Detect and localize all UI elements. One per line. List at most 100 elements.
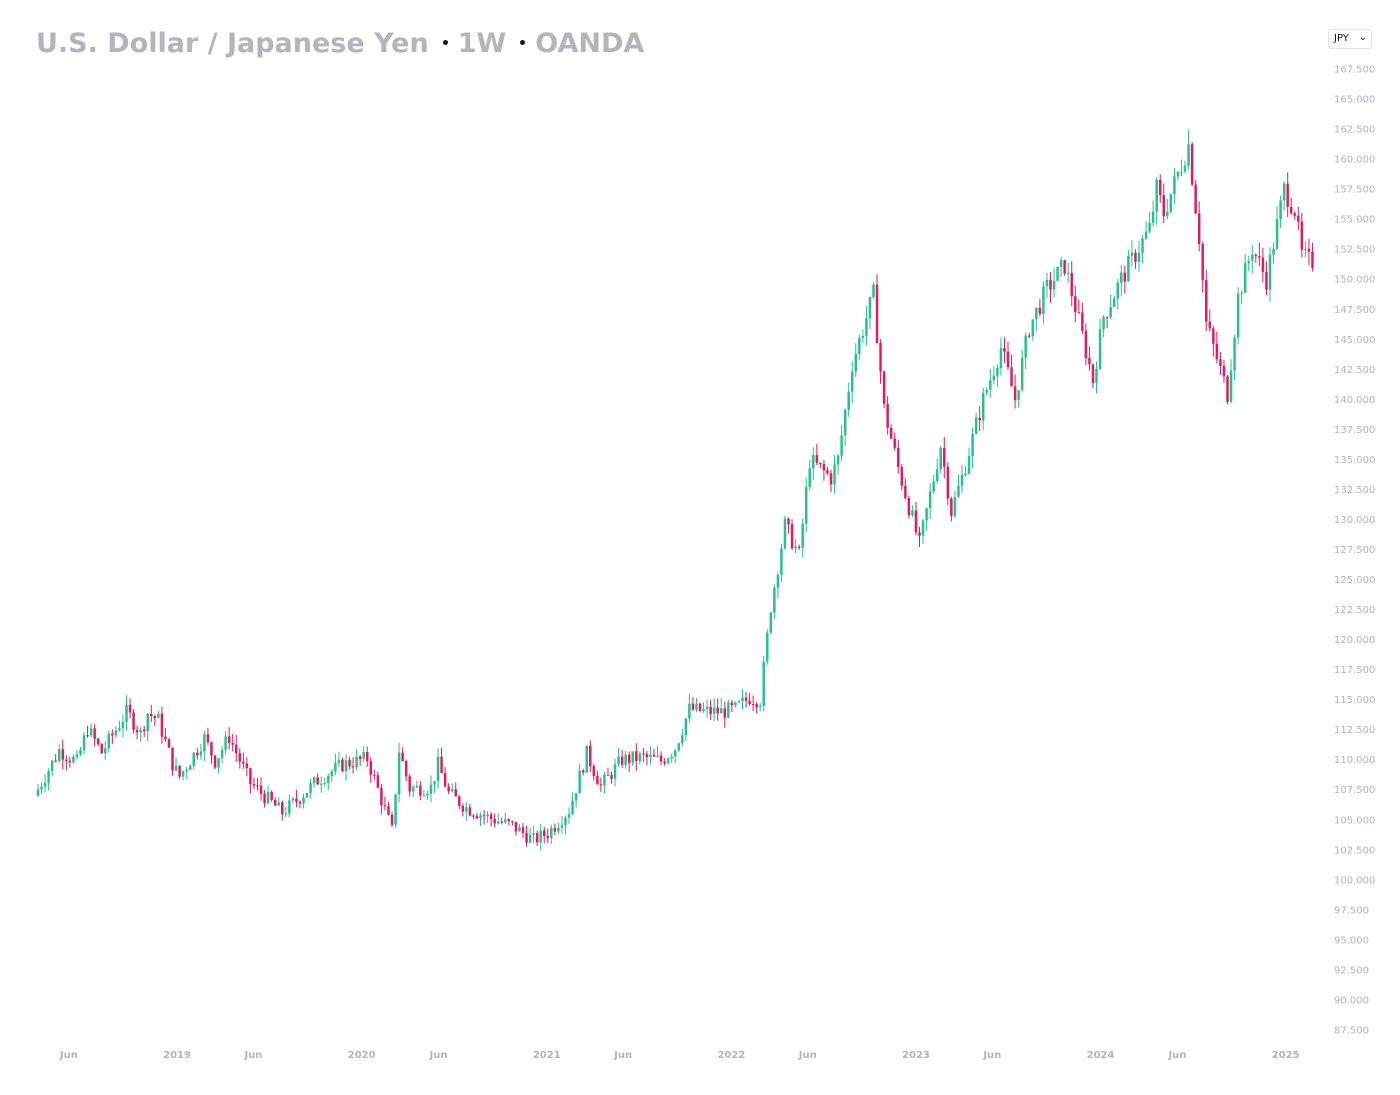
candle bbox=[960, 464, 964, 494]
candle bbox=[1233, 334, 1236, 381]
candle bbox=[185, 766, 188, 780]
candle-body bbox=[486, 814, 489, 817]
candle bbox=[596, 771, 599, 785]
candle bbox=[135, 725, 139, 740]
candle-body bbox=[1282, 183, 1286, 201]
candle-body bbox=[953, 496, 957, 516]
candle bbox=[450, 783, 454, 793]
candle-body bbox=[72, 756, 75, 763]
candle bbox=[150, 704, 153, 723]
candle bbox=[1265, 261, 1268, 296]
candle-body bbox=[178, 765, 181, 777]
candle-body bbox=[766, 632, 769, 662]
candle bbox=[868, 296, 872, 330]
candle-body bbox=[511, 821, 514, 823]
candle-body bbox=[54, 760, 57, 762]
candle bbox=[319, 776, 323, 793]
candle bbox=[769, 611, 773, 635]
candle-body bbox=[327, 775, 330, 784]
candle bbox=[65, 755, 68, 771]
candle bbox=[203, 730, 206, 761]
candle bbox=[985, 386, 989, 396]
candle bbox=[344, 754, 348, 781]
candle bbox=[1176, 171, 1180, 181]
candle-body bbox=[546, 836, 550, 838]
candle bbox=[514, 821, 518, 836]
candle-body bbox=[181, 771, 185, 777]
candle-body bbox=[1017, 390, 1020, 401]
candle bbox=[677, 742, 681, 752]
candle bbox=[390, 811, 394, 828]
candle bbox=[1091, 363, 1095, 389]
candle-body bbox=[89, 728, 93, 736]
candle-body bbox=[606, 774, 610, 776]
candle bbox=[1063, 259, 1066, 276]
candle bbox=[36, 783, 40, 797]
candle-body bbox=[957, 485, 960, 497]
candle bbox=[231, 733, 234, 752]
candle-body bbox=[649, 754, 652, 758]
candle bbox=[971, 427, 974, 468]
candle-body bbox=[312, 777, 316, 784]
candle-body bbox=[790, 524, 794, 549]
candle-body bbox=[153, 715, 157, 719]
candle-body bbox=[249, 768, 252, 784]
candle-body bbox=[677, 743, 681, 751]
candle-body bbox=[702, 708, 705, 711]
candle-body bbox=[840, 435, 843, 456]
candle bbox=[897, 439, 900, 474]
candle bbox=[709, 700, 712, 720]
candle bbox=[401, 747, 404, 762]
candle bbox=[737, 699, 741, 704]
price-tick-label: 92.500 bbox=[1334, 965, 1369, 976]
candle bbox=[79, 746, 82, 756]
candle bbox=[171, 747, 174, 776]
price-tick-label: 115.000 bbox=[1334, 695, 1375, 706]
price-tick-label: 132.500 bbox=[1334, 485, 1375, 496]
candle bbox=[914, 502, 918, 536]
candle-body bbox=[100, 744, 103, 754]
candle bbox=[1194, 180, 1197, 215]
candle-body bbox=[132, 712, 135, 730]
candle-body bbox=[458, 796, 461, 806]
candle bbox=[1279, 195, 1282, 228]
candle-body bbox=[1293, 213, 1296, 216]
candle bbox=[1066, 262, 1070, 283]
candle-body bbox=[479, 815, 482, 819]
candle bbox=[751, 695, 755, 712]
candle bbox=[387, 801, 390, 816]
candle-body bbox=[1066, 273, 1070, 275]
candle bbox=[734, 701, 737, 708]
candle-body bbox=[1105, 317, 1109, 319]
interval-label[interactable]: 1W bbox=[457, 28, 507, 59]
candle bbox=[511, 820, 514, 826]
candle-body bbox=[755, 704, 758, 708]
currency-select[interactable]: JPY ⌄ bbox=[1328, 29, 1372, 49]
candle bbox=[1297, 206, 1300, 231]
candle bbox=[174, 757, 178, 772]
candle bbox=[999, 337, 1003, 376]
separator-dot bbox=[442, 40, 448, 45]
candle bbox=[249, 767, 252, 794]
candle bbox=[695, 698, 698, 713]
candle bbox=[1102, 315, 1105, 338]
candle bbox=[854, 343, 858, 378]
candle-body bbox=[815, 455, 819, 463]
candle-body bbox=[146, 713, 149, 732]
candle bbox=[1095, 361, 1098, 394]
candle-body bbox=[907, 498, 911, 516]
candle bbox=[518, 824, 521, 832]
candle-body bbox=[1222, 365, 1226, 377]
price-tick-label: 90.000 bbox=[1334, 995, 1369, 1006]
candle bbox=[907, 495, 911, 519]
candle-body bbox=[822, 464, 826, 471]
candle-body bbox=[943, 447, 946, 467]
price-tick-label: 160.000 bbox=[1334, 155, 1375, 166]
candle-body bbox=[1236, 293, 1240, 338]
candle bbox=[404, 759, 408, 782]
candle bbox=[911, 505, 914, 518]
candle bbox=[755, 702, 758, 714]
candle bbox=[1282, 181, 1286, 211]
candle bbox=[1035, 307, 1038, 332]
